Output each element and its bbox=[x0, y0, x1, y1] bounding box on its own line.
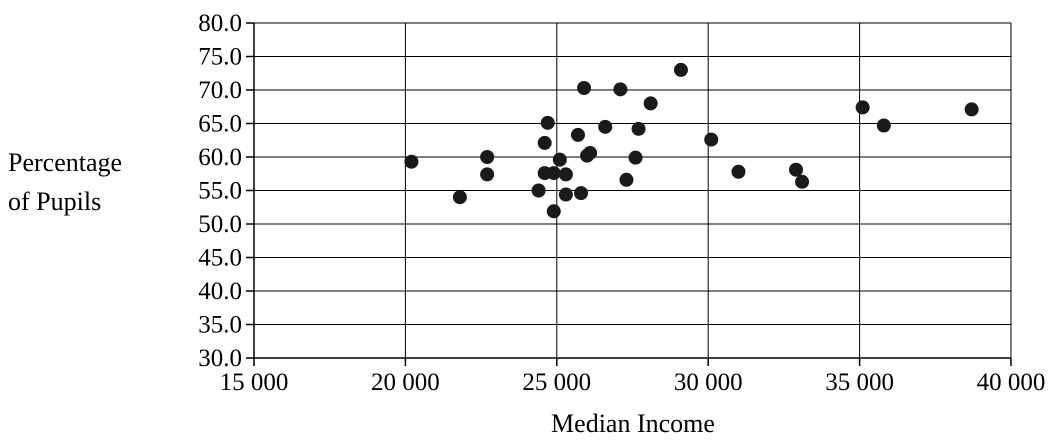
data-point bbox=[558, 187, 573, 202]
data-point bbox=[673, 62, 688, 77]
data-point bbox=[480, 150, 495, 164]
data-point bbox=[731, 164, 746, 179]
y-tick-labels: 30.0 35.0 40.0 45.0 50.0 55.0 60.0 65.0 70.0 75.0… bbox=[198, 10, 242, 372]
y-axis-title-line-2: of Pupils bbox=[8, 187, 101, 216]
data-points bbox=[404, 62, 979, 219]
x-tick-label: 20 000 bbox=[371, 369, 440, 396]
data-point bbox=[577, 80, 592, 95]
data-point bbox=[404, 154, 419, 169]
data-point bbox=[546, 166, 561, 181]
y-tick-label: 40.0 bbox=[198, 278, 242, 305]
gridlines bbox=[253, 22, 1012, 359]
data-point bbox=[558, 167, 573, 182]
y-tick-label: 35.0 bbox=[198, 312, 242, 339]
data-point bbox=[789, 162, 804, 177]
data-point bbox=[452, 190, 467, 205]
x-tick-label: 40 000 bbox=[977, 369, 1046, 396]
data-point bbox=[964, 102, 979, 117]
data-point bbox=[643, 96, 658, 111]
x-tick-label: 15 000 bbox=[220, 369, 289, 396]
axes bbox=[246, 22, 1012, 366]
y-axis-title-line-1: Percentage bbox=[8, 148, 122, 177]
data-point bbox=[855, 100, 870, 115]
data-point bbox=[570, 127, 585, 142]
data-point bbox=[613, 82, 628, 97]
y-tick-label: 65.0 bbox=[198, 111, 242, 138]
data-point bbox=[876, 118, 891, 133]
x-tick-labels: 15 000 20 000 25 000 30 000 35 000 40 000 bbox=[220, 369, 1046, 396]
data-point bbox=[795, 174, 810, 189]
y-tick-label: 45.0 bbox=[198, 245, 242, 272]
data-point bbox=[531, 183, 546, 198]
x-tick-label: 35 000 bbox=[825, 369, 894, 396]
data-point bbox=[631, 121, 646, 136]
data-point bbox=[552, 152, 567, 167]
data-point bbox=[480, 167, 495, 182]
y-tick-label: 75.0 bbox=[198, 44, 242, 71]
data-point bbox=[704, 132, 719, 147]
x-tick-label: 30 000 bbox=[674, 369, 743, 396]
data-point bbox=[537, 135, 552, 150]
y-tick-label: 50.0 bbox=[198, 211, 242, 238]
y-tick-label: 55.0 bbox=[198, 178, 242, 205]
data-point bbox=[546, 204, 561, 219]
y-tick-label: 60.0 bbox=[198, 144, 242, 171]
data-point bbox=[574, 186, 589, 201]
data-point bbox=[619, 172, 634, 187]
x-axis-title: Median Income bbox=[551, 409, 715, 438]
data-point bbox=[598, 119, 613, 134]
data-point bbox=[583, 145, 598, 160]
y-tick-label: 80.0 bbox=[198, 10, 242, 37]
y-tick-label: 70.0 bbox=[198, 77, 242, 104]
x-tick-label: 25 000 bbox=[522, 369, 591, 396]
data-point bbox=[540, 115, 555, 130]
y-tick-label: 30.0 bbox=[198, 345, 242, 372]
data-point bbox=[628, 150, 643, 165]
